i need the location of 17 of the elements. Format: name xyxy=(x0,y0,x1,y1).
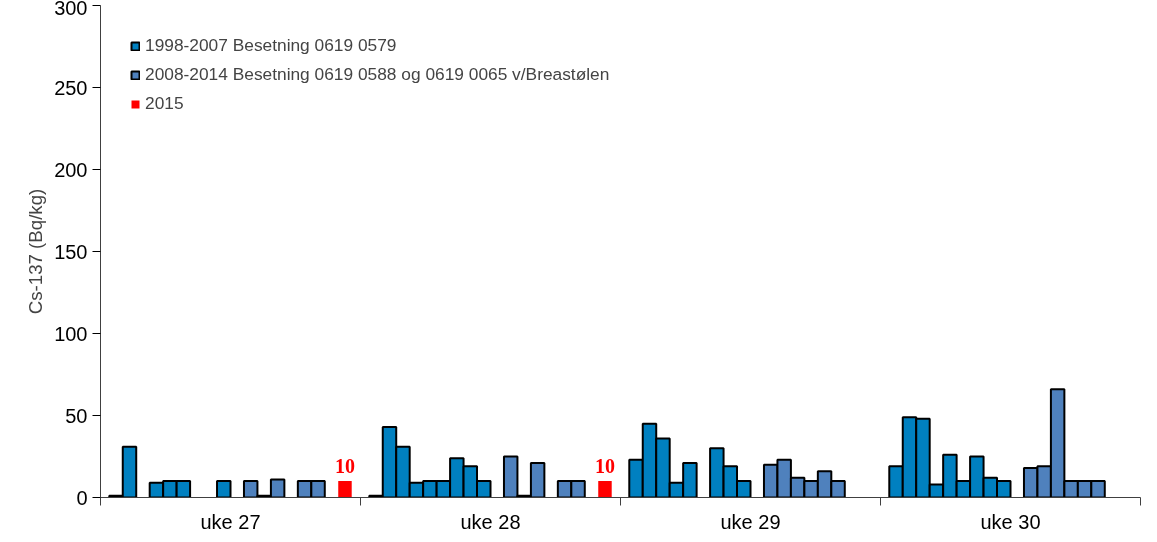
y-tick-label: 300 xyxy=(54,0,88,19)
x-tick-label: uke 30 xyxy=(980,510,1041,533)
y-tick-label: 250 xyxy=(54,76,88,99)
data-label: 10 xyxy=(594,455,615,478)
legend-label: 2015 xyxy=(145,93,184,114)
legend-label: 1998-2007 Besetning 0619 0579 xyxy=(145,35,397,56)
y-tick-label: 50 xyxy=(65,404,88,427)
y-tick-label: 200 xyxy=(54,158,88,181)
legend-label: 2008-2014 Besetning 0619 0588 og 0619 0065 v/Breastølen xyxy=(145,64,610,85)
x-tick-label: uke 28 xyxy=(460,510,521,533)
y-tick-label: 150 xyxy=(54,240,88,263)
x-tick-label: uke 29 xyxy=(720,510,781,533)
x-tick-label: uke 27 xyxy=(200,510,261,533)
y-tick-label: 100 xyxy=(54,322,88,345)
data-label: 10 xyxy=(334,455,355,478)
y-tick-label: 0 xyxy=(76,486,88,509)
y-axis-title: Cs-137 (Bq/kg) xyxy=(25,188,47,315)
